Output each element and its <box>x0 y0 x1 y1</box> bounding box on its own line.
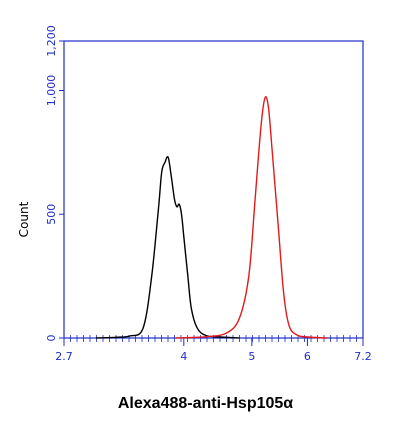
x-tick-label: 4 <box>180 350 187 363</box>
y-tick-label: 1,200 <box>45 25 58 57</box>
x-tick-label: 5 <box>248 350 255 363</box>
x-axis-label: Alexa488-anti-Hsp105α <box>118 395 293 412</box>
control-histogram-line <box>96 156 240 339</box>
x-minor-ticks <box>70 335 357 342</box>
y-axis-ticks: 0 500 1,000 1,200 <box>45 25 64 342</box>
x-axis-ticks: 2.7 4 5 6 7.2 <box>55 338 372 363</box>
plot-frame <box>63 40 364 339</box>
y-tick-label: 500 <box>45 204 58 225</box>
x-tick-label: 6 <box>304 350 311 363</box>
x-tick-label: 7.2 <box>354 350 372 363</box>
histogram-series <box>96 96 328 339</box>
stained-histogram-line <box>176 96 328 339</box>
y-axis-label: Count <box>17 201 31 237</box>
y-tick-label: 0 <box>45 335 58 342</box>
y-tick-label: 1,000 <box>45 75 58 107</box>
x-tick-label: 2.7 <box>55 350 73 363</box>
